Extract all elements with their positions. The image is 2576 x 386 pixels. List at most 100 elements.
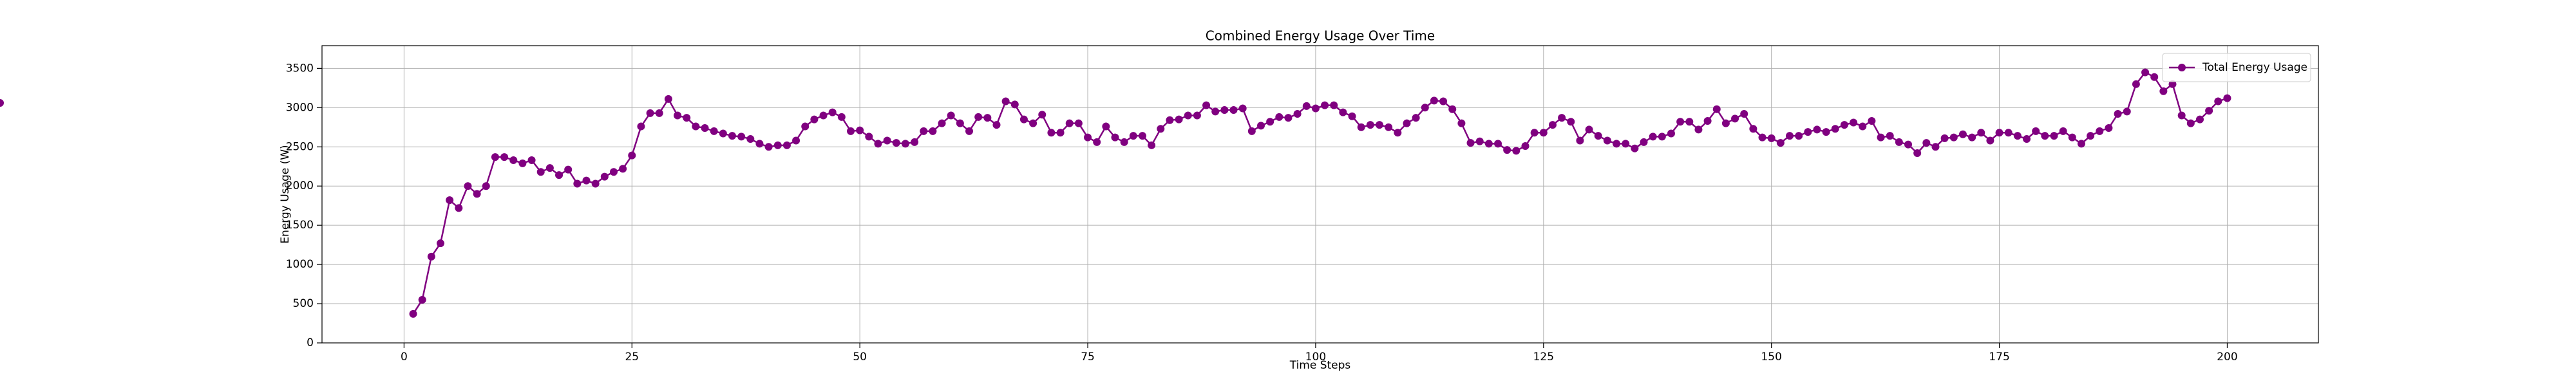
legend-marker [2178,64,2186,71]
data-point [1995,129,2003,137]
data-point [482,182,490,190]
y-tick-label: 3000 [286,101,314,114]
data-point [1138,132,1146,140]
data-point [947,111,955,120]
data-point [619,165,627,173]
data-point [1767,134,1776,142]
data-point [1311,104,1320,113]
data-point [0,98,4,107]
data-point [874,140,882,148]
data-point [920,127,928,135]
data-point [847,127,855,135]
data-point [1056,129,1065,137]
data-point [1302,102,1311,110]
data-point [518,159,527,167]
data-point [956,119,964,127]
data-point [692,122,700,131]
data-point [929,127,937,135]
data-point [1548,121,1557,129]
data-point [1348,112,1356,120]
data-point [782,141,791,149]
data-point [2032,127,2040,135]
data-point [1585,125,1593,134]
data-point [2013,132,2022,140]
y-tick-label: 1000 [286,258,314,271]
data-point [2096,127,2104,135]
data-point [1430,96,1438,105]
data-point [2195,115,2204,124]
chart-title: Combined Energy Usage Over Time [1206,28,1435,44]
data-point [1256,122,1265,130]
data-point [1439,97,1448,106]
data-point [2041,132,2049,140]
data-point [792,136,800,145]
data-point [1029,119,1037,127]
data-point [1567,118,1575,126]
data-point [728,132,736,140]
data-point [1676,118,1685,126]
data-point [883,136,891,145]
data-point [1931,143,1940,151]
y-tick-label: 2500 [286,140,314,153]
y-tick-label: 2000 [286,179,314,192]
data-point [1740,110,1748,118]
data-point [837,113,846,121]
data-point [1193,111,1201,120]
data-point [974,113,983,121]
data-point [1913,149,1922,158]
data-point [856,126,864,134]
data-point [1120,138,1128,146]
data-point [1284,114,1293,122]
data-point [1958,130,1967,138]
data-point [2141,68,2150,77]
data-point [938,119,946,127]
data-point [1376,121,1384,129]
legend-label: Total Energy Usage [2202,61,2307,74]
data-point [1558,114,1566,122]
data-point [828,108,837,116]
data-point [2004,129,2012,137]
data-point [1877,133,1885,142]
data-point [1831,125,1839,133]
data-point [1238,104,1247,113]
data-point [1968,133,1976,142]
data-point [911,138,919,146]
data-point [446,196,454,205]
data-point [1330,101,1338,109]
data-point [1667,129,1675,138]
x-tick-label: 150 [1761,351,1781,363]
data-point [746,135,755,143]
data-point [555,171,564,179]
data-point [1503,146,1511,154]
data-point [1385,123,1393,131]
data-point [2105,124,2113,132]
data-point [637,122,645,131]
data-point [1813,125,1821,134]
data-point [1749,125,1757,133]
data-point [901,140,909,148]
data-point [2059,127,2067,135]
data-point [473,190,481,198]
data-point [1712,105,1721,113]
data-point [1247,127,1256,135]
data-point [582,176,591,185]
data-point [1129,132,1137,140]
data-point [1895,138,1903,146]
data-point [1448,105,1457,113]
data-point [2214,97,2222,106]
data-point [491,153,499,161]
data-point [1202,101,1211,109]
x-tick-label: 75 [1081,351,1095,363]
data-point [983,114,992,122]
data-point [1010,100,1019,109]
data-point [865,133,873,141]
data-point [1603,136,1611,145]
data-point [1795,132,1803,140]
data-point [1859,122,1867,131]
data-point [1466,139,1475,147]
data-line [412,71,2228,315]
data-point [1512,147,1520,155]
data-point [1904,140,1913,149]
data-point [1148,141,1156,149]
data-point [1412,114,1420,122]
